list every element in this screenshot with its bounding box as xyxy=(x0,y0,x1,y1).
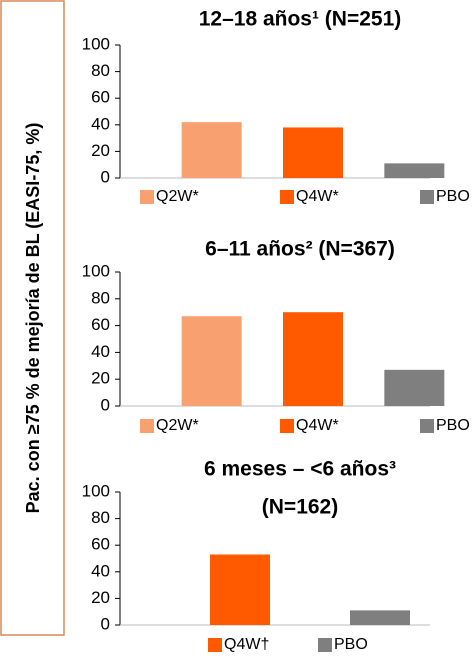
legend-label: Q4W* xyxy=(296,188,339,205)
legend-swatch xyxy=(420,419,434,433)
bar xyxy=(350,610,410,625)
legend-label: Q2W* xyxy=(156,188,199,205)
y-tick-label: 0 xyxy=(101,167,110,186)
y-tick-label: 20 xyxy=(91,369,110,388)
legend-label: PBO xyxy=(436,188,470,205)
bar xyxy=(181,316,242,406)
y-tick-label: 80 xyxy=(91,288,110,307)
legend-swatch xyxy=(420,190,434,204)
y-tick-label: 40 xyxy=(91,342,110,361)
legend-swatch xyxy=(208,638,222,652)
bar xyxy=(384,369,445,406)
chart-title: 6 meses – <6 años³ xyxy=(204,458,396,481)
y-tick-label: 40 xyxy=(91,561,110,580)
bar xyxy=(283,127,343,178)
legend-label: PBO xyxy=(436,417,470,434)
y-tick-label: 100 xyxy=(82,481,110,500)
chart-title: 12–18 años¹ (N=251) xyxy=(199,8,402,31)
y-tick-label: 20 xyxy=(91,141,110,160)
y-tick-label: 60 xyxy=(91,535,110,554)
legend-swatch xyxy=(318,638,332,652)
y-tick-label: 80 xyxy=(91,61,110,80)
legend-label: Q2W* xyxy=(156,417,199,434)
y-tick-label: 100 xyxy=(82,34,110,53)
legend-label: Q4W† xyxy=(224,636,269,653)
chart-title: (N=162) xyxy=(262,496,338,519)
chart-title: 6–11 años² (N=367) xyxy=(205,238,395,261)
legend-swatch xyxy=(140,190,154,204)
legend-label: Q4W* xyxy=(296,417,339,434)
ylabel-box xyxy=(0,0,65,636)
legend-swatch xyxy=(280,190,294,204)
y-tick-label: 0 xyxy=(101,395,110,414)
y-tick-label: 40 xyxy=(91,114,110,133)
y-tick-label: 60 xyxy=(91,88,110,107)
legend-label: PBO xyxy=(334,636,368,653)
legend-swatch xyxy=(140,419,154,433)
bar xyxy=(283,312,343,406)
y-tick-label: 0 xyxy=(101,614,110,633)
y-tick-label: 20 xyxy=(91,588,110,607)
y-tick-label: 100 xyxy=(82,261,110,280)
y-tick-label: 60 xyxy=(91,315,110,334)
bar xyxy=(384,163,445,178)
y-tick-label: 80 xyxy=(91,508,110,527)
y-axis-label: Pac. con ≥75 % de mejoría de BL (EASI-75… xyxy=(23,123,43,514)
bar xyxy=(210,554,270,625)
bar xyxy=(181,122,242,178)
legend-swatch xyxy=(280,419,294,433)
